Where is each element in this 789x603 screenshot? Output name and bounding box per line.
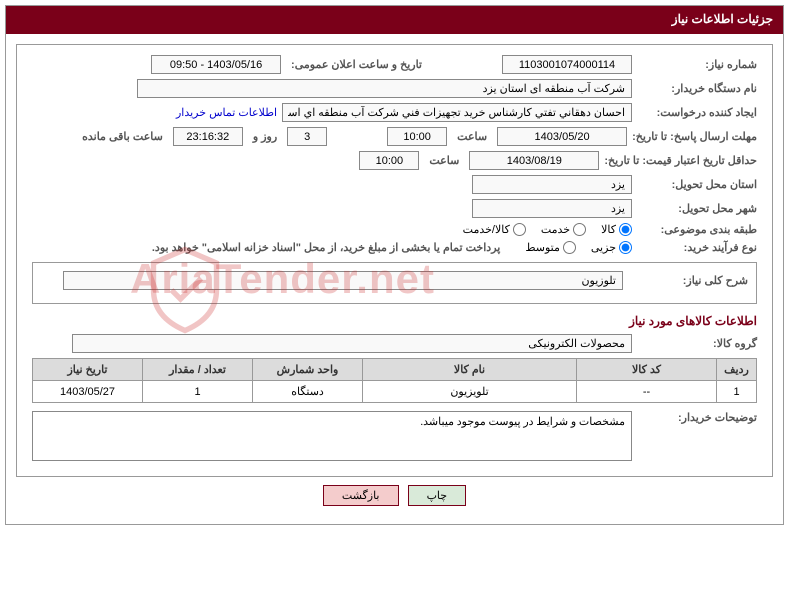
table-header-cell: کد کالا [577, 359, 717, 381]
buyer-org-label: نام دستگاه خریدار: [637, 82, 757, 95]
response-deadline-label: مهلت ارسال پاسخ: تا تاریخ: [632, 130, 757, 143]
buyer-contact-link[interactable]: اطلاعات تماس خریدار [176, 106, 277, 119]
table-cell: دستگاه [253, 381, 363, 403]
delivery-city-field [472, 199, 632, 218]
price-validity-date [469, 151, 599, 170]
goods-table: ردیفکد کالانام کالاواحد شمارشتعداد / مقد… [32, 358, 757, 403]
response-deadline-time [387, 127, 447, 146]
days-remaining [287, 127, 327, 146]
goods-group-label: گروه کالا: [637, 337, 757, 350]
radio-kala-input[interactable] [619, 223, 632, 236]
delivery-city-label: شهر محل تحویل: [637, 202, 757, 215]
table-row: 1--تلویزیوندستگاه11403/05/27 [33, 381, 757, 403]
general-desc-field [63, 271, 623, 290]
goods-section-title: اطلاعات کالاهای مورد نیاز [32, 314, 757, 328]
radio-khadmat[interactable]: خدمت [541, 223, 586, 236]
response-deadline-date [497, 127, 627, 146]
table-cell: 1403/05/27 [33, 381, 143, 403]
table-cell: تلویزیون [363, 381, 577, 403]
radio-medium[interactable]: متوسط [525, 241, 576, 254]
radio-khadmat-label: خدمت [541, 223, 570, 236]
requester-field [282, 103, 632, 122]
classification-label: طبقه بندی موضوعی: [637, 223, 757, 236]
radio-kala[interactable]: کالا [601, 223, 632, 236]
table-cell: 1 [143, 381, 253, 403]
purchase-note: پرداخت تمام یا بخشی از مبلغ خرید، از محل… [152, 241, 500, 254]
radio-medium-input[interactable] [563, 241, 576, 254]
time-label-2: ساعت [424, 154, 464, 167]
radio-partial-label: جزیی [591, 241, 616, 254]
goods-group-field [72, 334, 632, 353]
requester-label: ایجاد کننده درخواست: [637, 106, 757, 119]
time-label-1: ساعت [452, 130, 492, 143]
remaining-suffix: ساعت باقی مانده [77, 130, 168, 143]
radio-kala-khadmat[interactable]: کالا/خدمت [463, 223, 526, 236]
table-header-cell: تاریخ نیاز [33, 359, 143, 381]
table-header-cell: تعداد / مقدار [143, 359, 253, 381]
page-title: جزئیات اطلاعات نیاز [6, 6, 783, 32]
general-desc-label: شرح کلی نیاز: [628, 274, 748, 287]
table-cell: 1 [717, 381, 757, 403]
buyer-notes-label: توضیحات خریدار: [637, 411, 757, 424]
radio-kala-khadmat-label: کالا/خدمت [463, 223, 510, 236]
price-validity-time [359, 151, 419, 170]
radio-khadmat-input[interactable] [573, 223, 586, 236]
table-header-cell: نام کالا [363, 359, 577, 381]
delivery-province-field [472, 175, 632, 194]
radio-partial[interactable]: جزیی [591, 241, 632, 254]
radio-medium-label: متوسط [525, 241, 560, 254]
need-number-label: شماره نیاز: [637, 58, 757, 71]
back-button[interactable]: بازگشت [323, 485, 399, 506]
need-number-field [502, 55, 632, 74]
print-button[interactable]: چاپ [408, 485, 467, 506]
buyer-org-field [137, 79, 632, 98]
announce-datetime-label: تاریخ و ساعت اعلان عمومی: [286, 58, 427, 71]
price-validity-label: حداقل تاریخ اعتبار قیمت: تا تاریخ: [604, 154, 757, 167]
announce-datetime-field [151, 55, 281, 74]
days-label: روز و [248, 130, 282, 143]
radio-partial-input[interactable] [619, 241, 632, 254]
table-header-cell: واحد شمارش [253, 359, 363, 381]
radio-kala-khadmat-input[interactable] [513, 223, 526, 236]
purchase-type-label: نوع فرآیند خرید: [637, 241, 757, 254]
hours-remaining [173, 127, 243, 146]
radio-kala-label: کالا [601, 223, 616, 236]
buyer-notes-field [32, 411, 632, 461]
table-header-cell: ردیف [717, 359, 757, 381]
table-cell: -- [577, 381, 717, 403]
delivery-province-label: استان محل تحویل: [637, 178, 757, 191]
